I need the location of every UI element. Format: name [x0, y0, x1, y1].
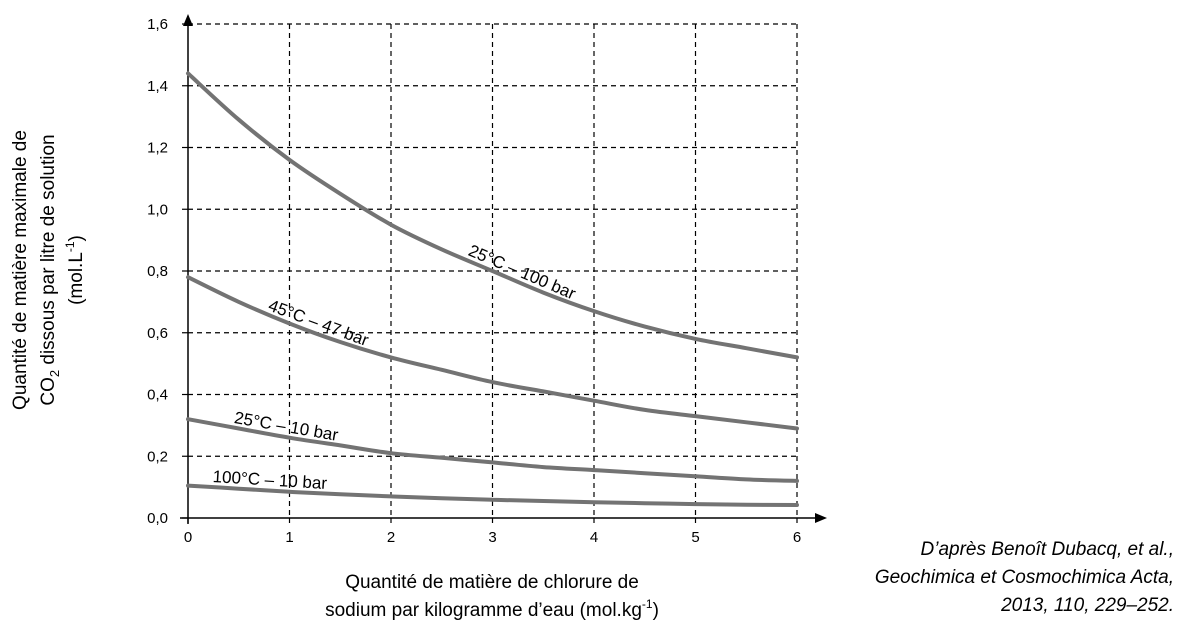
y-axis-arrow: [183, 14, 193, 26]
x-tick-label: 5: [691, 529, 699, 546]
x-tick-label: 0: [184, 529, 192, 546]
source-line-journal: Geochimica et Cosmochimica Acta,: [874, 567, 1174, 588]
x-tick-label: 6: [793, 529, 801, 546]
y-tick-label: 0,2: [147, 448, 168, 465]
y-axis-title: Quantité de matière maximale de CO2 diss…: [10, 130, 87, 410]
y-tick-label: 1,4: [147, 78, 168, 95]
axes: [180, 14, 827, 524]
curves: [186, 71, 799, 507]
y-axis-title-line-2: CO2 dissous par litre de solution: [38, 134, 62, 405]
x-axis-title-line-1: Quantité de matière de chlorure de: [345, 572, 639, 593]
source-line-reference: 2013, 110, 229–252.: [1001, 595, 1174, 616]
curve-series-2: [186, 275, 799, 431]
curve-label-series-2: 45°C – 47 bar: [266, 296, 372, 350]
x-tick-label: 3: [488, 529, 496, 546]
curve-series-3: [186, 417, 799, 483]
x-tick-label: 2: [387, 529, 395, 546]
curve-label-series-1: 25°C – 100 bar: [466, 241, 579, 304]
x-axis-title-line-2: sodium par kilogramme d’eau (mol.kg-1): [325, 597, 659, 621]
y-tick-label: 0,4: [147, 387, 168, 404]
y-tick-label: 0,8: [147, 263, 168, 280]
y-tick-label: 1,2: [147, 140, 168, 157]
x-axis-arrow: [815, 513, 827, 523]
x-tick-label: 4: [590, 529, 598, 546]
source-line-authors: D’après Benoît Dubacq, et al.,: [920, 539, 1174, 560]
tick-labels: 0 1 2 3 4 5 6 0,0 0,2 0,4 0,6 0,8 1,0 1,2 1,4 1,6: [147, 16, 801, 546]
y-tick-label: 0,0: [147, 510, 168, 527]
y-axis-title-line-3: (mol.L-1): [63, 235, 87, 305]
curve-series-1: [186, 71, 799, 360]
y-axis-title-line-1: Quantité de matière maximale de: [10, 130, 31, 410]
curve-label-series-3: 25°C – 10 bar: [233, 408, 340, 445]
grid: [188, 23, 798, 518]
y-tick-label: 1,6: [147, 16, 168, 33]
y-tick-label: 0,6: [147, 325, 168, 342]
y-tick-label: 1,0: [147, 201, 168, 218]
x-tick-label: 1: [285, 529, 293, 546]
source-citation: D’après Benoît Dubacq, et al., Geochimic…: [814, 536, 1174, 620]
curve-series-4: [186, 483, 799, 507]
